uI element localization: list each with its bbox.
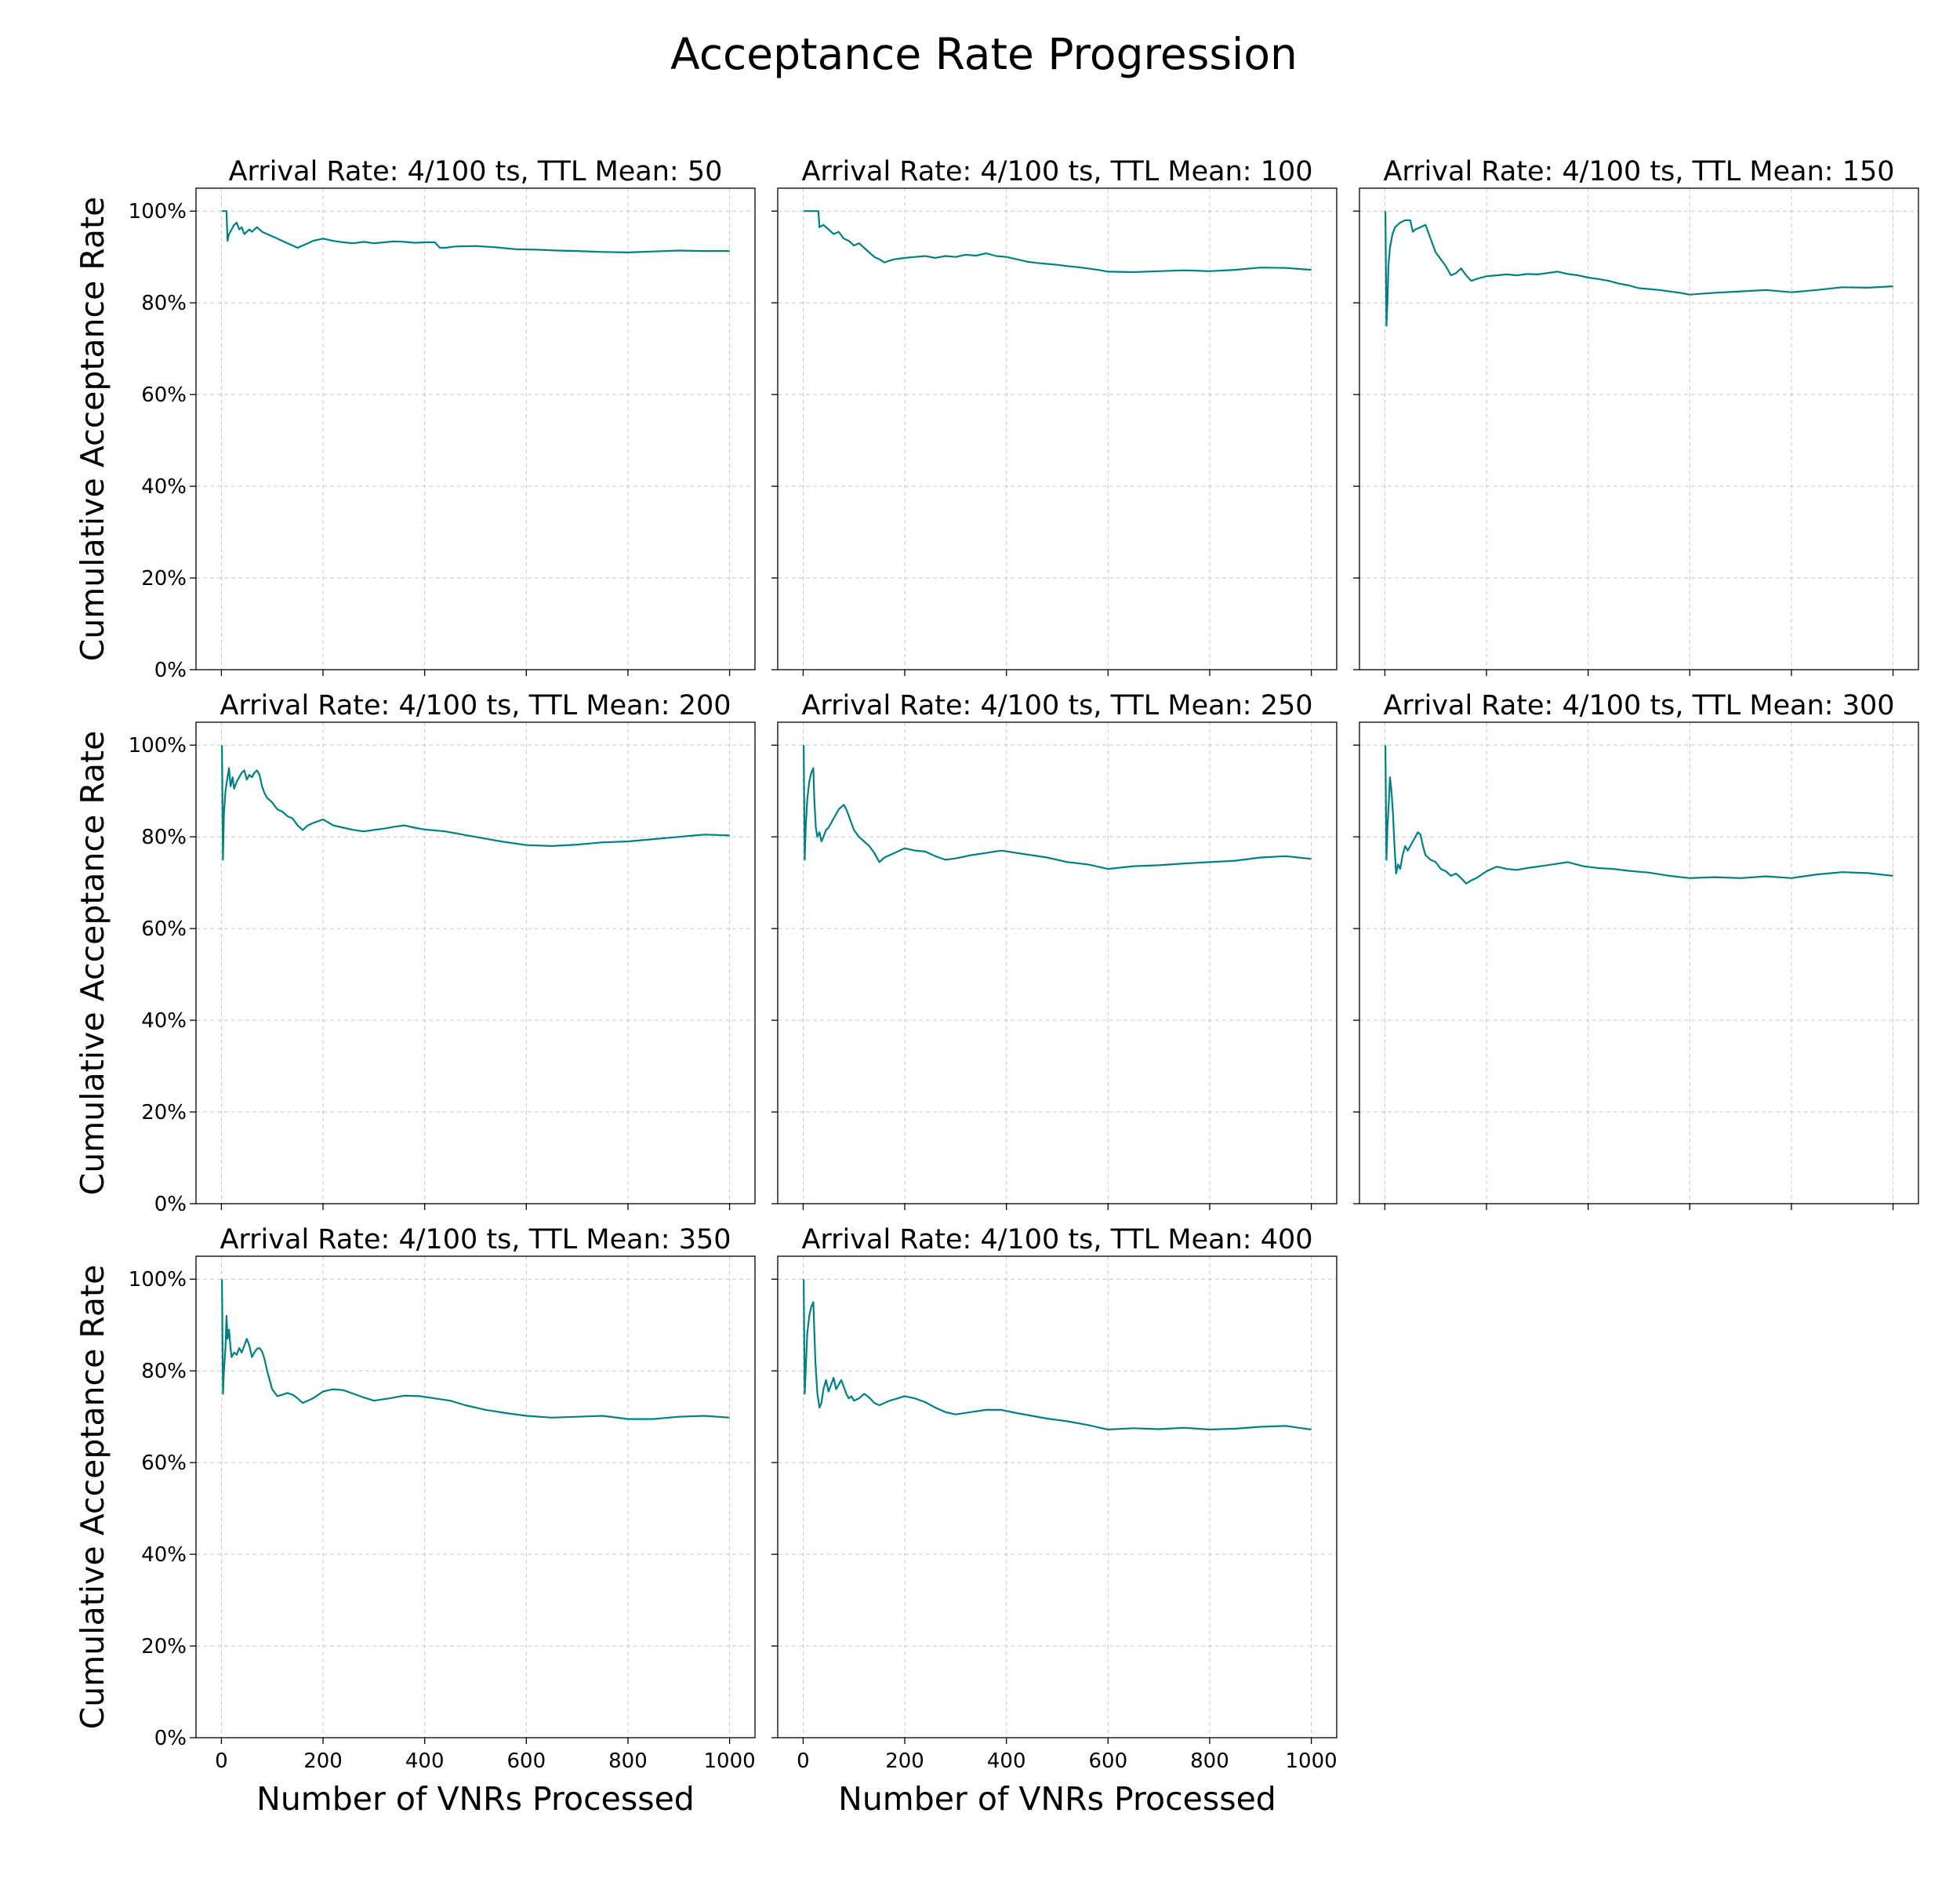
subplot-4: 0% 20% 40% 60% 80% 100% Arrival Rate: 4/100 ts… <box>74 690 756 1216</box>
subplot-title: Arrival Rate: 4/100 ts, TTL Mean: 250 <box>801 690 1312 721</box>
y-tick-label: 40% <box>141 475 187 499</box>
y-tick-label: 100% <box>129 734 187 758</box>
plot-area <box>777 721 1338 1204</box>
plot-area <box>195 187 756 670</box>
subplot-grid: 0% 20% 40% 60% 80% 100% Arrival Rate: 4/100 ts… <box>74 156 1919 1818</box>
subplot-3: Arrival Rate: 4/100 ts, TTL Mean: 150 <box>1353 156 1919 676</box>
figure-title: Acceptance Rate Progression <box>670 29 1298 79</box>
y-tick-label: 80% <box>141 826 187 849</box>
x-tick-label: 400 <box>405 1749 445 1773</box>
y-tick-label: 100% <box>129 1268 187 1292</box>
subplot-8: 0 200 400 600 800 1000 Arrival Rate: 4/100 ts,… <box>771 1224 1338 1818</box>
subplot-title: Arrival Rate: 4/100 ts, TTL Mean: 300 <box>1383 690 1894 721</box>
x-tick-label: 200 <box>885 1749 924 1773</box>
plot-area <box>1359 721 1919 1204</box>
y-axis-label: Cumulative Acceptance Rate <box>74 1265 111 1730</box>
series-line-1 <box>1385 211 1893 327</box>
subplot-5: Arrival Rate: 4/100 ts, TTL Mean: 250 <box>771 690 1338 1210</box>
x-tick-label: 0 <box>797 1749 810 1773</box>
y-tick-label: 0% <box>154 1193 187 1216</box>
plot-area <box>777 187 1338 670</box>
subplot-7: 0 200 400 600 800 1000 0% 20% 40% 60% 80% 100% Arriv… <box>74 1224 756 1818</box>
y-tick-label: 40% <box>141 1009 187 1033</box>
y-tick-label: 0% <box>154 1727 187 1750</box>
x-axis-label: Number of VNRs Processed <box>838 1780 1276 1818</box>
x-tick-label: 1000 <box>1286 1749 1338 1773</box>
y-axis-label: Cumulative Acceptance Rate <box>74 731 111 1196</box>
x-tick-label: 800 <box>1190 1749 1229 1773</box>
subplot-2: Arrival Rate: 4/100 ts, TTL Mean: 100 <box>771 156 1338 676</box>
y-tick-label: 20% <box>141 1635 187 1659</box>
subplot-title: Arrival Rate: 4/100 ts, TTL Mean: 150 <box>1383 156 1894 187</box>
subplot-title: Arrival Rate: 4/100 ts, TTL Mean: 350 <box>220 1224 731 1255</box>
y-axis-label: Cumulative Acceptance Rate <box>74 197 111 662</box>
y-tick-label: 40% <box>141 1543 187 1567</box>
series-line-1 <box>222 210 730 253</box>
subplot-title: Arrival Rate: 4/100 ts, TTL Mean: 400 <box>801 1224 1312 1255</box>
y-tick-label: 0% <box>154 659 187 682</box>
series-line-1 <box>804 210 1312 274</box>
y-tick-label: 20% <box>141 567 187 590</box>
subplot-title: Arrival Rate: 4/100 ts, TTL Mean: 100 <box>801 156 1312 187</box>
subplot-6: Arrival Rate: 4/100 ts, TTL Mean: 300 <box>1353 690 1919 1210</box>
x-tick-label: 1000 <box>704 1749 756 1773</box>
x-tick-label: 800 <box>608 1749 648 1773</box>
y-tick-label: 80% <box>141 292 187 315</box>
y-tick-label: 100% <box>129 200 187 223</box>
x-tick-label: 600 <box>506 1749 546 1773</box>
series-line-1 <box>221 1279 730 1420</box>
series-line-1 <box>221 745 730 861</box>
plot-area <box>777 1255 1338 1738</box>
subplot-title: Arrival Rate: 4/100 ts, TTL Mean: 200 <box>220 690 731 721</box>
x-axis-label: Number of VNRs Processed <box>256 1780 695 1818</box>
x-tick-label: 200 <box>303 1749 343 1773</box>
series-line-1 <box>803 1279 1312 1431</box>
series-line-1 <box>1385 745 1893 885</box>
subplot-title: Arrival Rate: 4/100 ts, TTL Mean: 50 <box>229 156 723 187</box>
plot-area <box>195 721 756 1204</box>
subplot-1: 0% 20% 40% 60% 80% 100% Arrival Rate: 4/100 ts… <box>74 156 756 682</box>
y-tick-label: 80% <box>141 1360 187 1383</box>
x-tick-label: 400 <box>987 1749 1026 1773</box>
plot-area <box>195 1255 756 1738</box>
y-tick-label: 60% <box>141 1451 187 1475</box>
plot-area <box>1359 187 1919 670</box>
x-tick-label: 600 <box>1088 1749 1127 1773</box>
x-tick-label: 0 <box>215 1749 228 1773</box>
series-line-1 <box>803 745 1312 870</box>
y-tick-label: 60% <box>141 383 187 407</box>
y-tick-label: 60% <box>141 917 187 941</box>
y-tick-label: 20% <box>141 1101 187 1124</box>
